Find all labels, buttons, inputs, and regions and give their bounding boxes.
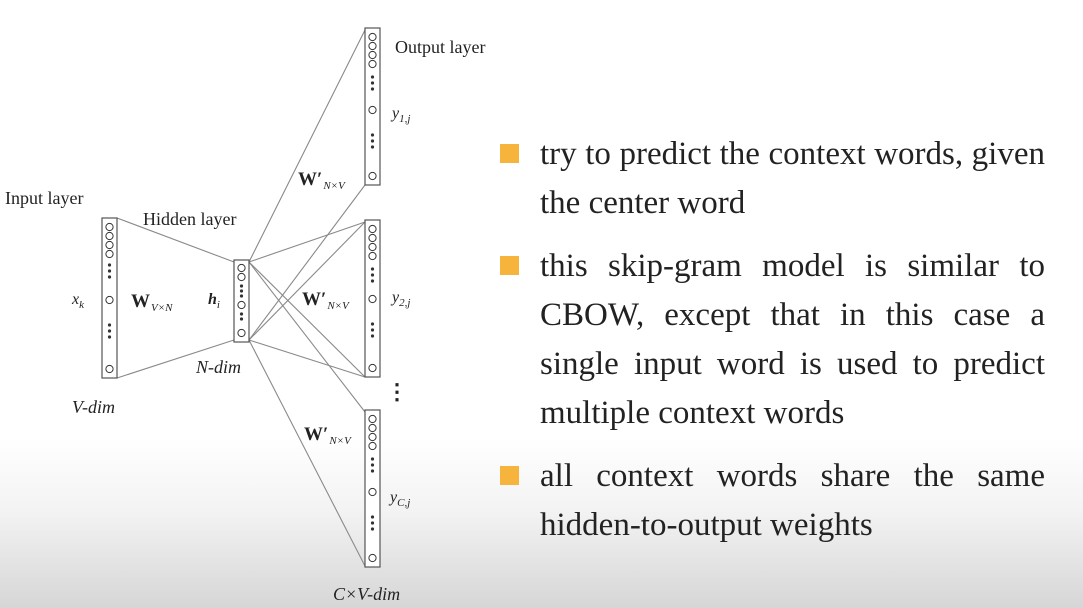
square-bullet-icon — [500, 256, 519, 275]
output-weight-matrix-3: W′N×V — [304, 424, 351, 447]
hidden-variable: hi — [208, 291, 220, 311]
input-hidden-connection — [116, 217, 235, 263]
bullet-item: this skip-gram model is similar to CBOW,… — [497, 242, 1045, 438]
output-variable-3: yC,j — [390, 489, 411, 509]
bullet-text: this skip-gram model is similar to CBOW,… — [540, 248, 1045, 431]
hidden-output-connection — [248, 339, 366, 378]
input-variable: xk — [72, 291, 84, 311]
bullet-text: all context words share the same hidden-… — [540, 458, 1045, 543]
hidden-output-connection — [248, 339, 366, 567]
output-dim-label: C×V-dim — [333, 584, 401, 604]
skip-gram-diagram — [101, 27, 381, 568]
hidden-output-connection — [248, 221, 366, 263]
hidden-output-connection — [248, 184, 366, 341]
input-layer-label: Input layer — [5, 188, 84, 208]
output-layer-label: Output layer — [395, 37, 486, 57]
output-weight-matrix-1: W′N×V — [298, 169, 345, 192]
bullet-text: try to predict the context words, given … — [540, 136, 1045, 221]
hidden-output-connection — [248, 261, 366, 413]
ellipsis-vertical: ⋮ — [386, 379, 408, 404]
hidden-output-connection — [248, 29, 366, 263]
input-weight-matrix: WV×N — [131, 291, 173, 314]
output-column-2 — [364, 219, 381, 378]
output-weight-matrix-2: W′N×V — [302, 289, 349, 312]
square-bullet-icon — [500, 144, 519, 163]
input-dim-label: V-dim — [72, 397, 115, 417]
hidden-output-connection — [248, 221, 366, 341]
output-column-3 — [364, 409, 381, 568]
hidden-output-connection — [248, 261, 366, 378]
bullet-item: try to predict the context words, given … — [497, 130, 1045, 228]
hidden-layer-label: Hidden layer — [143, 209, 237, 229]
output-column-1 — [364, 27, 381, 186]
output-variable-2: y2,j — [392, 289, 411, 309]
output-variable-1: y1,j — [392, 105, 411, 125]
hidden-layer-column — [233, 259, 250, 343]
connection-lines — [116, 29, 366, 567]
input-hidden-connection — [116, 339, 235, 379]
bullet-item: all context words share the same hidden-… — [497, 452, 1045, 550]
input-layer-column — [101, 217, 118, 379]
square-bullet-icon — [500, 466, 519, 485]
hidden-dim-label: N-dim — [196, 357, 241, 377]
bullet-list: try to predict the context words, given … — [497, 130, 1045, 564]
